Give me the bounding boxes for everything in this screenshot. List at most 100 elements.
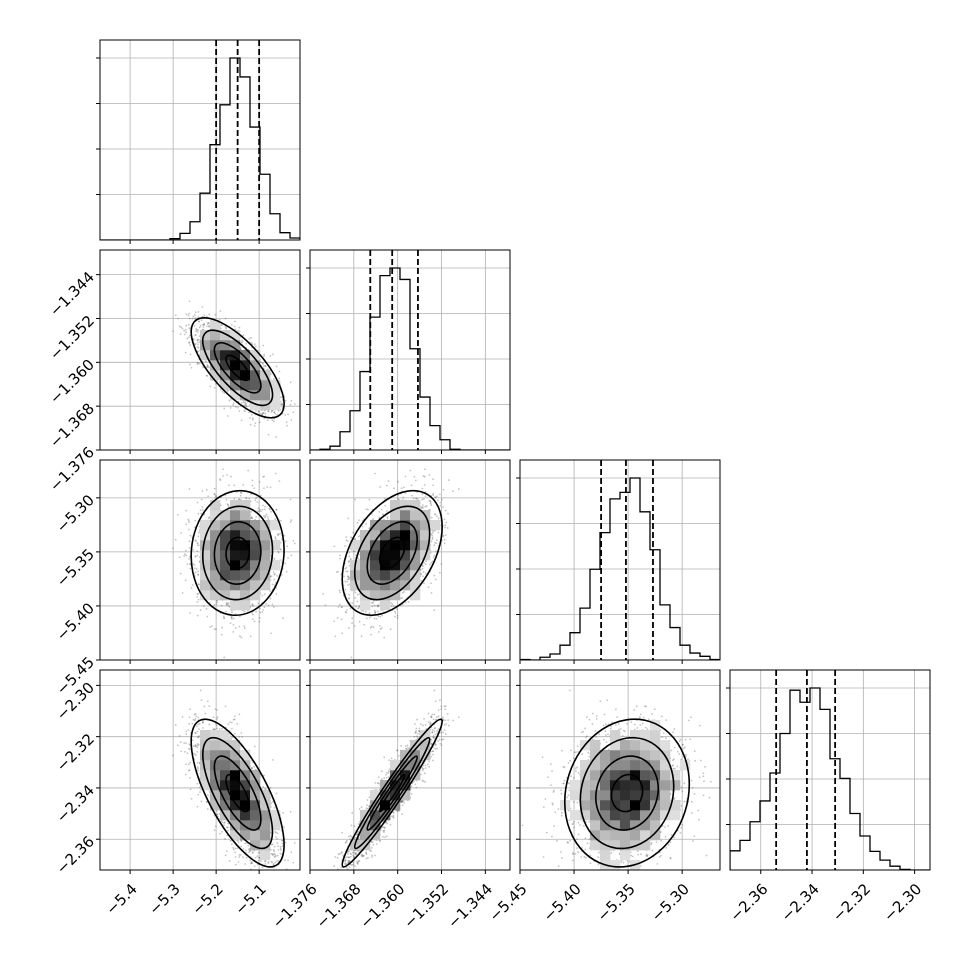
- sample-point: [259, 361, 262, 363]
- panel-frame-0-0: [99, 39, 301, 241]
- sample-point: [202, 323, 205, 326]
- sample-point: [223, 407, 226, 410]
- sample-point: [269, 554, 272, 557]
- sample-point: [206, 375, 209, 377]
- density-cell: [220, 330, 231, 341]
- sample-point: [290, 400, 293, 402]
- sample-point: [214, 495, 217, 497]
- sample-point: [233, 484, 236, 487]
- sample-point: [230, 615, 233, 618]
- sample-point: [183, 333, 186, 336]
- histogram-1: [310, 267, 510, 450]
- sample-point: [185, 324, 188, 327]
- sample-point: [245, 405, 248, 408]
- sample-point: [202, 328, 204, 331]
- sample-point: [194, 555, 197, 558]
- ytick-label-p1-2: −1.360: [46, 356, 98, 408]
- sample-point: [201, 506, 204, 508]
- density-cell: [260, 390, 271, 401]
- sample-point: [307, 390, 309, 392]
- density-cell: [270, 380, 281, 391]
- sample-point: [194, 539, 197, 542]
- sample-point: [277, 534, 280, 537]
- sample-point: [284, 562, 286, 565]
- sample-point: [229, 407, 232, 409]
- sample-point: [189, 344, 192, 346]
- sample-point: [200, 498, 203, 501]
- sample-point: [189, 353, 192, 356]
- sample-point: [269, 597, 272, 600]
- sample-point: [261, 508, 264, 511]
- sample-point: [286, 424, 289, 427]
- sample-point: [307, 499, 309, 501]
- sample-point: [226, 503, 229, 505]
- sample-point: [266, 515, 269, 518]
- sample-point: [196, 542, 199, 544]
- panel-frame-1-1: [309, 249, 511, 451]
- sample-point: [199, 609, 202, 612]
- sample-point: [241, 339, 244, 342]
- density-cell: [230, 350, 241, 361]
- sample-point: [234, 328, 237, 331]
- sample-point: [253, 343, 256, 346]
- sample-point: [200, 512, 203, 515]
- sample-point: [184, 351, 187, 354]
- sample-point: [243, 404, 246, 407]
- sample-point: [206, 365, 209, 368]
- sample-point: [196, 338, 199, 341]
- sample-point: [278, 370, 281, 373]
- sample-point: [284, 399, 287, 402]
- sample-point: [258, 620, 261, 623]
- sample-point: [185, 554, 188, 557]
- sample-point: [261, 594, 264, 597]
- sample-point: [274, 412, 277, 415]
- sample-point: [272, 378, 275, 381]
- density-cell: [250, 390, 261, 401]
- sample-point: [244, 404, 247, 407]
- sample-point: [252, 618, 254, 621]
- sample-point: [255, 409, 257, 412]
- sample-point: [290, 519, 293, 522]
- sample-point: [187, 520, 190, 522]
- sample-point: [267, 410, 270, 412]
- sample-point: [213, 493, 216, 495]
- sample-point: [232, 403, 235, 406]
- sample-point: [207, 321, 210, 324]
- sample-point: [198, 583, 201, 586]
- sample-point: [253, 487, 256, 490]
- sample-point: [192, 563, 194, 565]
- sample-point: [214, 383, 217, 385]
- sample-point: [258, 510, 261, 512]
- sample-point: [277, 550, 280, 553]
- sample-point: [234, 320, 236, 323]
- density-cell: [250, 360, 261, 371]
- density-cell: [220, 360, 231, 371]
- sample-point: [187, 528, 190, 531]
- sample-point: [267, 433, 270, 436]
- sample-point: [249, 423, 252, 426]
- sample-point: [272, 420, 275, 423]
- sample-point: [183, 329, 186, 332]
- sample-point: [197, 544, 200, 547]
- sample-point: [277, 551, 280, 554]
- sample-point: [252, 605, 254, 608]
- sample-point: [244, 403, 247, 406]
- panel-1-0: −1.376−1.368−1.360−1.352−1.344: [46, 249, 309, 495]
- sample-point: [242, 401, 245, 404]
- sample-point: [189, 567, 192, 570]
- sample-point: [272, 353, 274, 356]
- sample-point: [251, 343, 254, 346]
- sample-point: [196, 542, 199, 545]
- sample-point: [245, 496, 248, 499]
- sample-point: [194, 311, 197, 314]
- sample-point: [197, 346, 200, 349]
- density-cell: [200, 350, 211, 361]
- sample-point: [224, 317, 227, 320]
- sample-point: [215, 628, 217, 630]
- sample-point: [254, 499, 257, 502]
- sample-point: [273, 411, 276, 414]
- sample-point: [225, 604, 228, 606]
- sample-point: [207, 366, 210, 369]
- sample-point: [193, 563, 196, 566]
